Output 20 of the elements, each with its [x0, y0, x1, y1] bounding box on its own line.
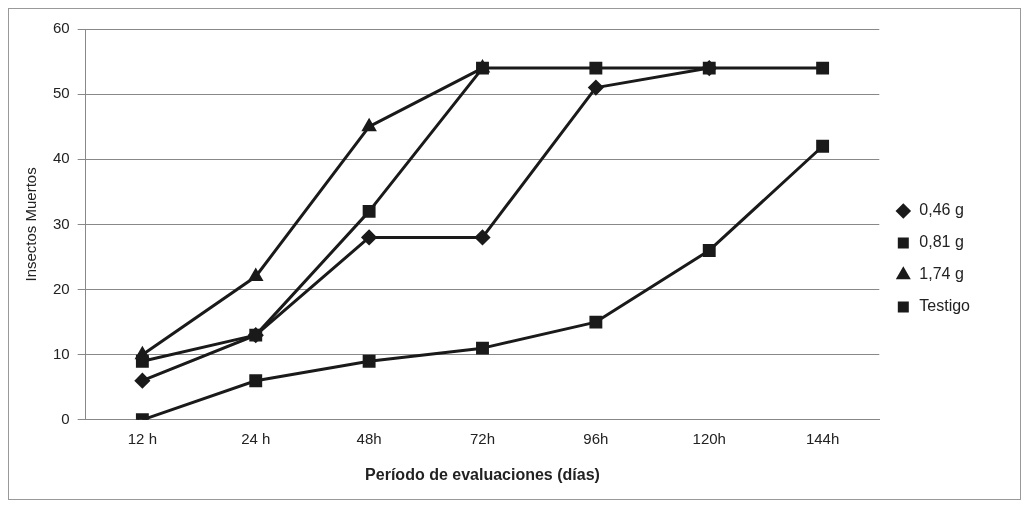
legend-label: 0,81 g — [919, 233, 964, 251]
x-axis-title: Período de evaluaciones (días) — [365, 465, 600, 483]
y-tick-label: 30 — [53, 214, 70, 232]
y-tick-label: 20 — [53, 279, 70, 297]
y-tick-label: 60 — [53, 19, 70, 37]
y-tick-label: 0 — [61, 409, 70, 427]
x-tick-label: 96h — [583, 429, 609, 447]
x-tick-label: 72h — [469, 429, 496, 447]
x-tick-label: 12 h — [127, 429, 157, 447]
y-tick-label: 10 — [53, 344, 70, 362]
legend-label: 0,46 g — [919, 201, 964, 219]
y-tick-label: 50 — [53, 84, 70, 102]
legend-label: Testigo — [919, 297, 971, 315]
y-axis-title: Insectos Muertos — [22, 167, 40, 282]
x-tick-label: 120h — [692, 429, 726, 447]
y-tick-label: 40 — [53, 149, 70, 167]
x-tick-label: 48h — [356, 429, 382, 447]
legend-label: 1,74 g — [919, 265, 964, 283]
x-tick-label: 24 h — [241, 429, 271, 447]
x-tick-label: 144h — [805, 429, 840, 447]
